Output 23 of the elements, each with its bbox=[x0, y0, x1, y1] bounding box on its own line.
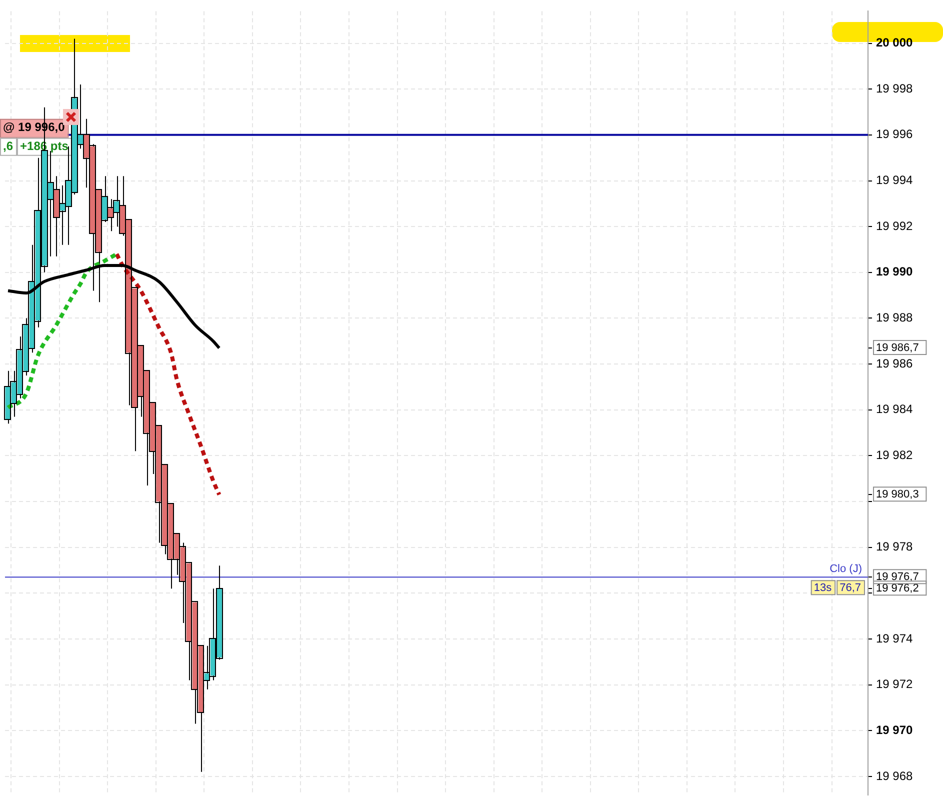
y-tick-label: 19 974 bbox=[876, 631, 914, 646]
y-tick-label: 19 976,2 bbox=[876, 582, 919, 595]
annotation: ,6 bbox=[3, 139, 14, 154]
y-tick-label: 19 986,7 bbox=[876, 342, 919, 354]
y-tick-label: 19 972 bbox=[876, 677, 914, 692]
y-tick-label: 19 970 bbox=[876, 722, 914, 737]
y-tick-label: 19 994 bbox=[876, 173, 914, 188]
ref-line-label: Clo (J) bbox=[830, 563, 862, 576]
y-tick-label: 19 998 bbox=[876, 81, 914, 96]
annotation: 76,7 bbox=[840, 582, 862, 594]
y-tick-label: 19 968 bbox=[876, 768, 914, 783]
y-tick-label: 19 988 bbox=[876, 310, 914, 325]
y-tick-label: 19 996 bbox=[876, 127, 914, 142]
y-tick-label: 19 976,7 bbox=[876, 571, 919, 584]
y-tick-label: 19 990 bbox=[876, 264, 914, 279]
y-tick-label: 19 982 bbox=[876, 448, 914, 462]
y-tick-label: 19 980,3 bbox=[876, 488, 919, 501]
line-series bbox=[114, 252, 222, 497]
y-tick-label: 19 992 bbox=[876, 218, 914, 233]
y-tick-label: 19 984 bbox=[876, 402, 914, 416]
y-tick-label: 19 986 bbox=[876, 356, 914, 370]
annotation: 13s bbox=[814, 582, 832, 594]
y-tick-label: 19 978 bbox=[876, 540, 914, 554]
